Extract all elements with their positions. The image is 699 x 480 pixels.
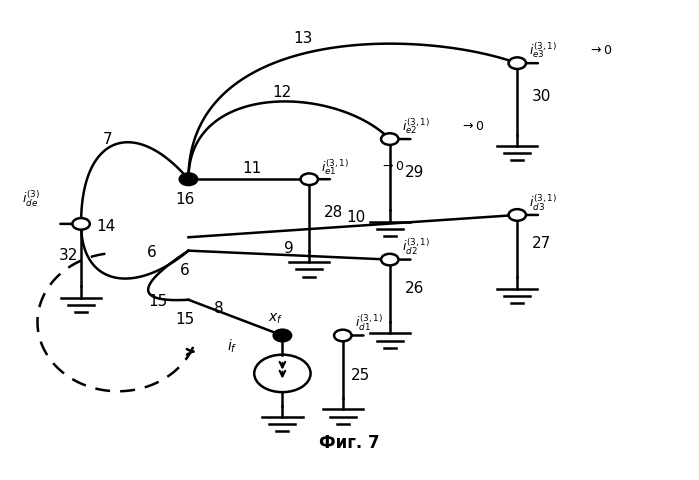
- Text: 27: 27: [532, 237, 552, 252]
- Circle shape: [301, 173, 318, 185]
- Text: $x_f$: $x_f$: [268, 312, 283, 326]
- Circle shape: [73, 218, 89, 229]
- Text: 15: 15: [175, 312, 195, 327]
- Text: 25: 25: [351, 368, 370, 383]
- Text: 11: 11: [243, 161, 262, 176]
- Text: 15: 15: [149, 295, 168, 310]
- Circle shape: [509, 209, 526, 221]
- Text: 32: 32: [58, 248, 78, 263]
- Text: 13: 13: [293, 31, 312, 46]
- Text: $\rightarrow 0$: $\rightarrow 0$: [588, 44, 612, 57]
- Text: 8: 8: [214, 301, 224, 316]
- Text: 6: 6: [180, 263, 190, 278]
- Text: 9: 9: [284, 241, 294, 256]
- Circle shape: [180, 173, 197, 185]
- Circle shape: [509, 58, 526, 69]
- Circle shape: [381, 254, 398, 265]
- Text: $i_{e3}^{(3,1)}$: $i_{e3}^{(3,1)}$: [529, 41, 558, 60]
- Text: 16: 16: [175, 192, 195, 207]
- Text: Фиг. 7: Фиг. 7: [319, 433, 380, 452]
- Text: $\rightarrow 0$: $\rightarrow 0$: [380, 160, 404, 173]
- Circle shape: [381, 133, 398, 145]
- Circle shape: [274, 330, 291, 341]
- Text: 14: 14: [96, 218, 115, 234]
- Circle shape: [334, 330, 352, 341]
- Text: $i_{e1}^{(3,1)}$: $i_{e1}^{(3,1)}$: [322, 157, 350, 177]
- Text: $i_f$: $i_f$: [226, 338, 238, 355]
- Text: 29: 29: [405, 165, 424, 180]
- Text: 28: 28: [324, 205, 343, 220]
- Text: 10: 10: [347, 210, 366, 225]
- Text: $\rightarrow 0$: $\rightarrow 0$: [460, 120, 484, 133]
- Text: $i_{e2}^{(3,1)}$: $i_{e2}^{(3,1)}$: [402, 117, 430, 136]
- Text: 12: 12: [273, 84, 292, 100]
- Text: $i_{d1}^{(3,1)}$: $i_{d1}^{(3,1)}$: [355, 313, 383, 333]
- Text: $i_{de}^{(3)}$: $i_{de}^{(3)}$: [22, 189, 40, 209]
- Text: 7: 7: [103, 132, 113, 146]
- Text: $i_{d3}^{(3,1)}$: $i_{d3}^{(3,1)}$: [529, 192, 558, 213]
- Text: 30: 30: [532, 89, 552, 104]
- Text: $i_{d2}^{(3,1)}$: $i_{d2}^{(3,1)}$: [402, 237, 430, 257]
- Text: 26: 26: [405, 281, 424, 296]
- Text: 6: 6: [147, 245, 157, 260]
